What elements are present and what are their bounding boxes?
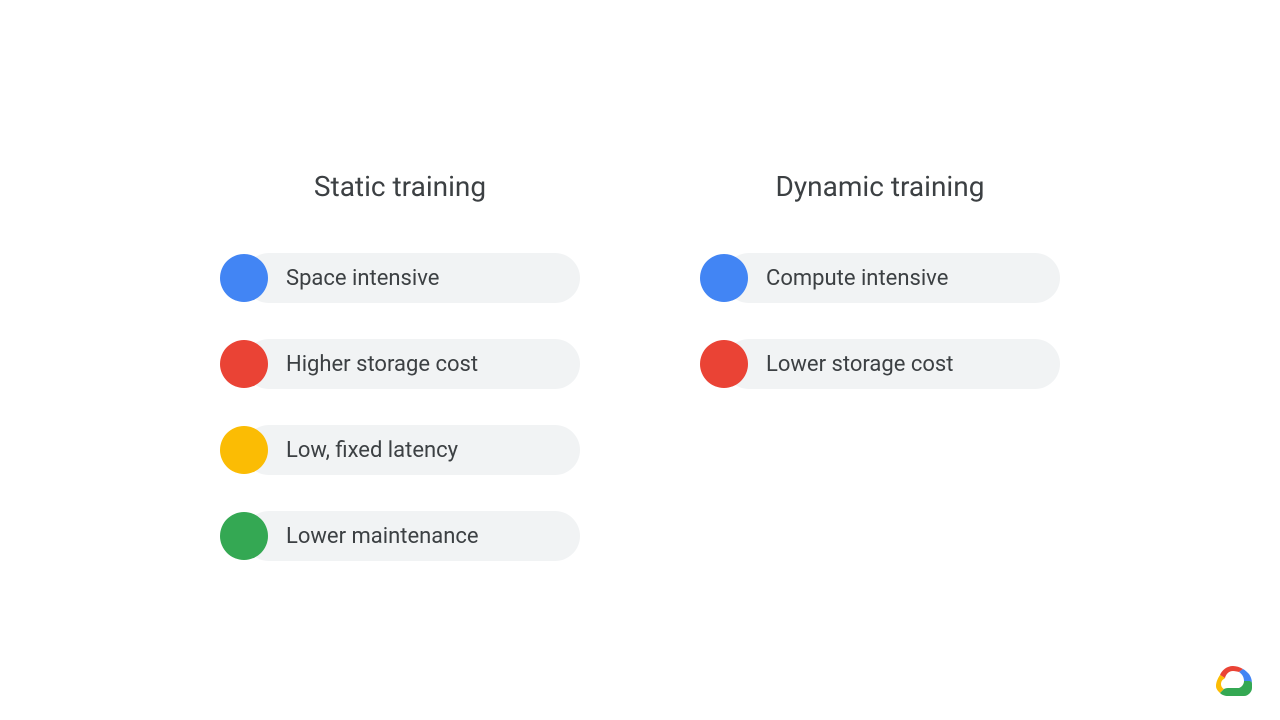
column-title-static: Static training — [314, 170, 486, 203]
item-label: Lower storage cost — [766, 352, 953, 377]
list-item: Lower maintenance — [220, 511, 580, 561]
item-pill: Higher storage cost — [244, 339, 580, 389]
column-title-dynamic: Dynamic training — [776, 170, 985, 203]
list-item: Space intensive — [220, 253, 580, 303]
comparison-container: Static training Space intensive Higher s… — [0, 0, 1280, 561]
bullet-dot — [700, 254, 748, 302]
item-pill: Lower maintenance — [244, 511, 580, 561]
dynamic-items-list: Compute intensive Lower storage cost — [700, 253, 1060, 389]
item-pill: Compute intensive — [724, 253, 1060, 303]
list-item: Lower storage cost — [700, 339, 1060, 389]
list-item: Higher storage cost — [220, 339, 580, 389]
item-pill: Space intensive — [244, 253, 580, 303]
bullet-dot — [220, 254, 268, 302]
item-label: Lower maintenance — [286, 524, 479, 549]
dynamic-training-column: Dynamic training Compute intensive Lower… — [700, 170, 1060, 561]
static-items-list: Space intensive Higher storage cost Low,… — [220, 253, 580, 561]
static-training-column: Static training Space intensive Higher s… — [220, 170, 580, 561]
item-label: Space intensive — [286, 266, 439, 291]
item-label: Higher storage cost — [286, 352, 478, 377]
item-label: Compute intensive — [766, 266, 948, 291]
list-item: Low, fixed latency — [220, 425, 580, 475]
bullet-dot — [700, 340, 748, 388]
list-item: Compute intensive — [700, 253, 1060, 303]
item-pill: Low, fixed latency — [244, 425, 580, 475]
item-pill: Lower storage cost — [724, 339, 1060, 389]
item-label: Low, fixed latency — [286, 438, 458, 463]
bullet-dot — [220, 512, 268, 560]
bullet-dot — [220, 340, 268, 388]
google-cloud-logo-icon — [1216, 666, 1252, 696]
bullet-dot — [220, 426, 268, 474]
